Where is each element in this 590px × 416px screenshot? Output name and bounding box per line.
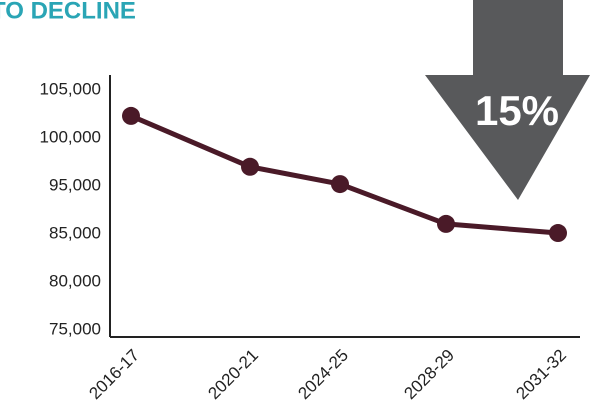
- point: [549, 224, 567, 243]
- y-tick-label: 100,000: [40, 127, 101, 146]
- y-tick-label: 80,000: [49, 271, 101, 290]
- point: [437, 214, 455, 233]
- decline-arrow: [425, 0, 590, 200]
- y-tick-label: 95,000: [49, 175, 101, 194]
- point: [331, 175, 349, 194]
- chart-title: TO DECLINE: [0, 0, 136, 24]
- point: [241, 157, 259, 176]
- y-tick-label: 85,000: [49, 223, 101, 242]
- y-tick-label: 105,000: [40, 79, 101, 98]
- x-tick-label: 2020-21: [204, 346, 262, 404]
- x-tick-label: 2031-32: [512, 346, 570, 404]
- x-tick-label: 2024-25: [294, 346, 352, 404]
- x-tick-label: 2028-29: [400, 346, 458, 404]
- point: [122, 106, 140, 125]
- annotation: 15%: [475, 87, 559, 134]
- y-tick-label: 75,000: [49, 319, 101, 338]
- x-tick-label: 2016-17: [85, 346, 143, 404]
